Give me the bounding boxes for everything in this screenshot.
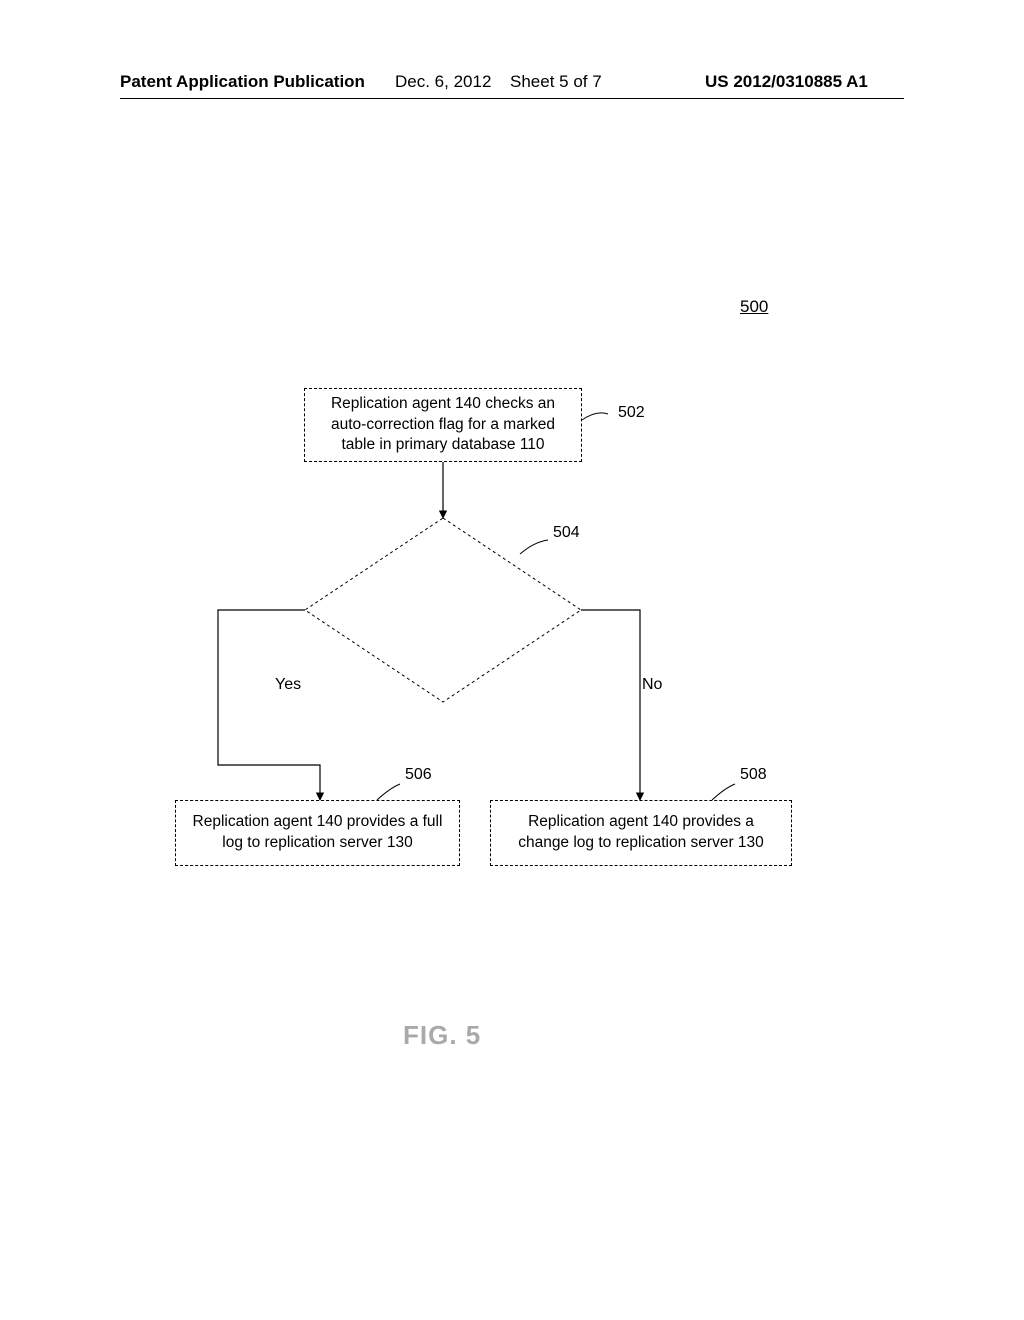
edge-label-no: No bbox=[642, 676, 662, 694]
ref-508: 508 bbox=[740, 766, 767, 784]
flow-node-502-text: Replication agent 140 checks an auto-cor… bbox=[315, 394, 571, 457]
flow-node-504-text-l2: flag set? bbox=[368, 611, 518, 632]
header-rule bbox=[120, 98, 904, 99]
leader-504 bbox=[520, 540, 548, 554]
header-date: Dec. 6, 2012 bbox=[395, 72, 491, 92]
ref-502: 502 bbox=[618, 404, 645, 422]
figure-number: 500 bbox=[740, 297, 768, 317]
flow-node-506: Replication agent 140 provides a full lo… bbox=[175, 800, 460, 866]
leader-502 bbox=[582, 413, 608, 420]
header-left: Patent Application Publication bbox=[120, 72, 365, 92]
leader-506 bbox=[377, 784, 400, 800]
flow-node-502: Replication agent 140 checks an auto-cor… bbox=[304, 388, 582, 462]
header-pubno: US 2012/0310885 A1 bbox=[705, 72, 868, 92]
flow-node-506-text: Replication agent 140 provides a full lo… bbox=[186, 812, 449, 854]
figure-caption: FIG. 5 bbox=[403, 1020, 481, 1051]
flow-node-508: Replication agent 140 provides a change … bbox=[490, 800, 792, 866]
flow-node-504-text-l1: Is auto-correction bbox=[368, 590, 518, 611]
header-sheet: Sheet 5 of 7 bbox=[510, 72, 602, 92]
edge-504-506 bbox=[218, 610, 320, 800]
flow-node-508-text: Replication agent 140 provides a change … bbox=[501, 812, 781, 854]
leader-508 bbox=[712, 784, 735, 800]
edge-504-508 bbox=[581, 610, 640, 800]
flow-node-504-text: Is auto-correction flag set? bbox=[368, 590, 518, 632]
patent-page: Patent Application Publication Dec. 6, 2… bbox=[0, 0, 1024, 1320]
ref-504: 504 bbox=[553, 524, 580, 542]
edge-label-yes: Yes bbox=[275, 676, 301, 694]
flow-svg bbox=[0, 0, 1024, 1320]
ref-506: 506 bbox=[405, 766, 432, 784]
